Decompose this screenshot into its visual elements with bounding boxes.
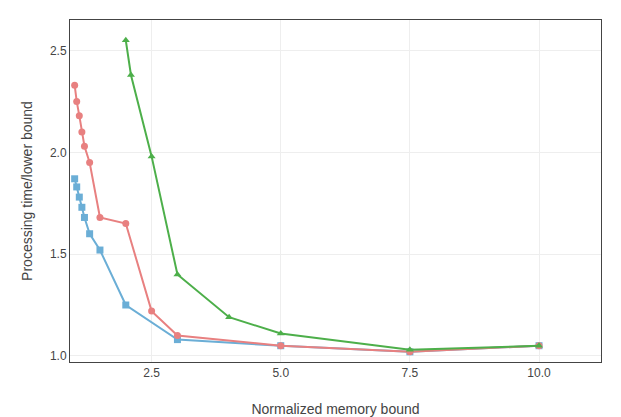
svg-text:2.0: 2.0 bbox=[50, 146, 67, 160]
svg-text:1.0: 1.0 bbox=[50, 349, 67, 363]
svg-text:2.5: 2.5 bbox=[50, 44, 67, 58]
svg-text:5.0: 5.0 bbox=[272, 366, 289, 380]
svg-text:10.0: 10.0 bbox=[527, 366, 551, 380]
svg-text:1.5: 1.5 bbox=[50, 247, 67, 261]
svg-text:7.5: 7.5 bbox=[402, 366, 419, 380]
svg-text:2.5: 2.5 bbox=[143, 366, 160, 380]
svg-text:Normalized memory bound: Normalized memory bound bbox=[251, 401, 419, 417]
svg-text:Processing time/lower bound: Processing time/lower bound bbox=[19, 101, 35, 281]
